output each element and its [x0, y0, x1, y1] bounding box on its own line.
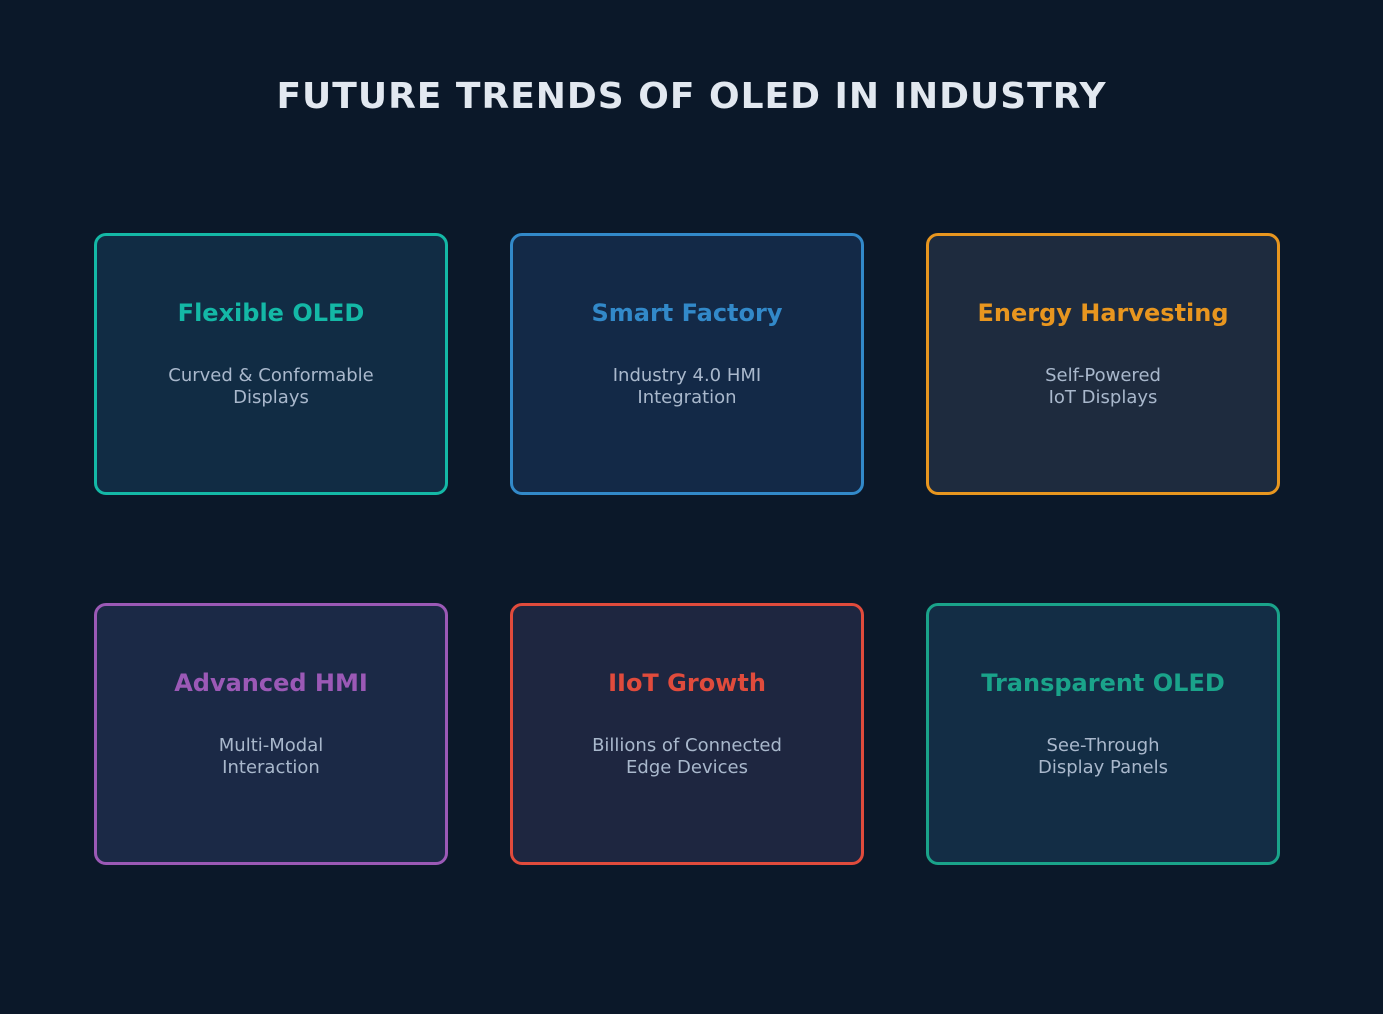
card-transparent-oled: Transparent OLED See-Through Display Pan…: [926, 603, 1280, 865]
card-subtitle-line-2: Display Panels: [1037, 757, 1168, 778]
card-flexible-oled: Flexible OLED Curved & Conformable Displ…: [94, 233, 448, 495]
card-subtitle-line-2: Interaction: [222, 757, 320, 778]
card-subtitle-line-1: Curved & Conformable: [168, 365, 374, 386]
card-title: Energy Harvesting: [977, 299, 1229, 327]
card-title: Smart Factory: [591, 299, 783, 327]
card-subtitle-line-2: Displays: [233, 387, 309, 408]
card-subtitle-line-1: Billions of Connected: [592, 735, 782, 756]
card-subtitle-line-2: Edge Devices: [626, 757, 748, 778]
card-title: Transparent OLED: [981, 669, 1225, 697]
page-title: FUTURE TRENDS OF OLED IN INDUSTRY: [276, 76, 1107, 117]
card-advanced-hmi: Advanced HMI Multi-Modal Interaction: [94, 603, 448, 865]
card-title: IIoT Growth: [608, 669, 766, 697]
card-subtitle-line-1: Industry 4.0 HMI: [612, 365, 762, 386]
card-subtitle-line-2: IoT Displays: [1048, 387, 1158, 408]
card-smart-factory: Smart Factory Industry 4.0 HMI Integrati…: [510, 233, 864, 495]
card-subtitle-line-1: See-Through: [1046, 735, 1160, 756]
card-iiot-growth: IIoT Growth Billions of Connected Edge D…: [510, 603, 864, 865]
card-title: Advanced HMI: [174, 669, 368, 697]
card-subtitle-line-2: Integration: [637, 387, 737, 408]
card-title: Flexible OLED: [177, 299, 365, 327]
card-energy-harvesting: Energy Harvesting Self-Powered IoT Displ…: [926, 233, 1280, 495]
card-subtitle-line-1: Multi-Modal: [218, 735, 324, 756]
card-subtitle-line-1: Self-Powered: [1045, 365, 1161, 386]
